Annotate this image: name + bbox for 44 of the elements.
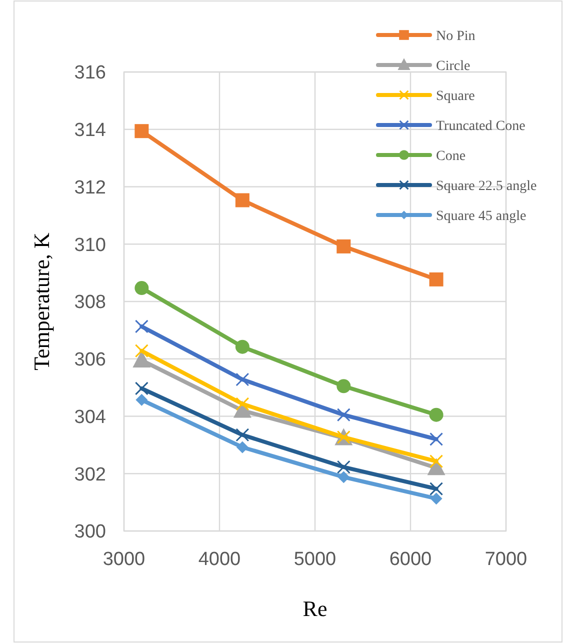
legend-label: Square [436,88,475,104]
legend-label: Cone [436,148,466,164]
point [134,382,148,396]
x-tick-label: 7000 [484,549,528,570]
x-tick-label: 3000 [102,549,146,570]
legend-label: Truncated Cone [436,118,526,134]
point [430,482,444,496]
legend-label: Circle [436,58,470,74]
legend-label: Square 22.5 angle [436,178,537,194]
point [134,320,148,334]
point [136,394,148,406]
point [429,272,444,286]
point [235,340,250,354]
y-tick-label: 312 [74,177,106,198]
y-tick-label: 300 [74,522,106,543]
x-tick-label: 6000 [389,549,432,570]
point [336,460,350,474]
point [429,408,444,422]
point [336,379,351,394]
y-tick-label: 310 [74,234,106,256]
point [236,372,250,386]
point [338,471,350,484]
point [336,239,351,254]
point [430,432,444,446]
point [336,408,350,422]
x-tick-label: 4000 [198,549,241,570]
legend-label: Square 45 angle [436,208,526,224]
point [134,281,149,296]
y-tick-label: 306 [74,350,106,371]
y-tick-label: 304 [74,406,106,428]
point [236,441,248,454]
x-axis-title: Re [302,596,328,621]
y-tick-label: 308 [74,292,106,314]
y-tick-label: 302 [74,464,106,486]
point [430,492,442,505]
legend-label: No Pin [436,28,476,44]
point [235,193,250,208]
point [236,428,250,442]
point [134,124,149,138]
y-tick-label: 316 [74,62,106,84]
x-tick-label: 5000 [294,549,336,570]
y-axis-title: Temperature, K [29,232,54,370]
y-tick-label: 314 [74,120,106,142]
point [134,344,148,358]
